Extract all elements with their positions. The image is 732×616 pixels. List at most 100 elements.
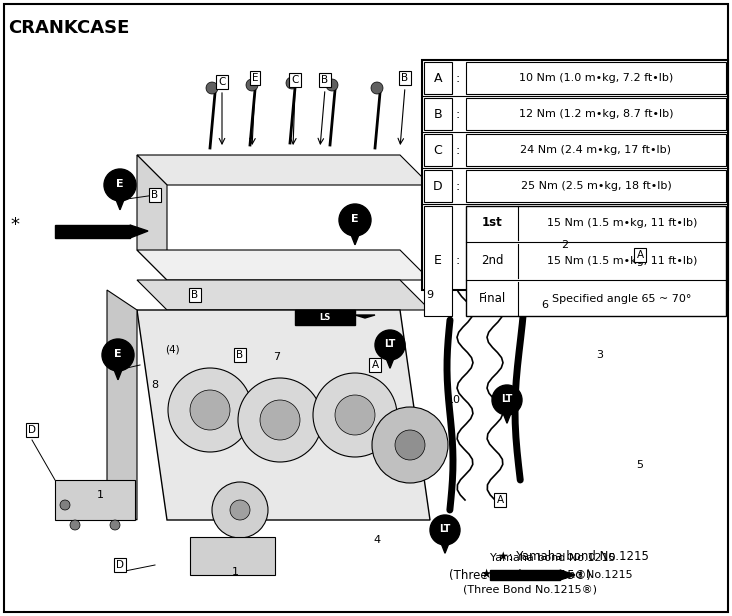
Text: 4: 4 (373, 535, 381, 545)
Text: 3: 3 (597, 350, 603, 360)
Bar (424, 62, 452, 94)
Text: B: B (401, 73, 408, 83)
Text: E: E (114, 349, 122, 359)
Text: B: B (321, 75, 329, 85)
Bar (466, 62, 726, 94)
Circle shape (339, 204, 371, 236)
Circle shape (372, 407, 448, 483)
Text: ★: Yamaha bond No.1215: ★: Yamaha bond No.1215 (498, 549, 649, 562)
Polygon shape (295, 310, 355, 325)
Polygon shape (498, 402, 515, 423)
Circle shape (335, 395, 375, 435)
Text: 2: 2 (561, 240, 569, 250)
Polygon shape (107, 290, 137, 520)
Text: :: : (456, 108, 460, 121)
Text: D: D (116, 560, 124, 570)
Text: (4): (4) (165, 345, 179, 355)
Circle shape (102, 339, 134, 371)
Circle shape (104, 169, 136, 201)
Text: ★:: ★: (480, 567, 496, 580)
Bar (466, 206, 726, 316)
Text: 7: 7 (274, 352, 280, 362)
Polygon shape (137, 250, 430, 280)
Text: B: B (152, 190, 159, 200)
Circle shape (230, 500, 250, 520)
Text: (Three Bond No.1215®): (Three Bond No.1215®) (463, 585, 597, 595)
Polygon shape (490, 570, 560, 580)
Text: Specified angle 65 ~ 70°: Specified angle 65 ~ 70° (553, 294, 692, 304)
Polygon shape (137, 280, 430, 310)
Text: E: E (252, 73, 258, 83)
Text: 8: 8 (152, 380, 159, 390)
Circle shape (286, 77, 298, 89)
Text: LT: LT (439, 524, 451, 534)
Text: 15 Nm (1.5 m•kg, 11 ft•lb): 15 Nm (1.5 m•kg, 11 ft•lb) (547, 218, 697, 228)
Text: LS: LS (319, 314, 331, 323)
Circle shape (110, 520, 120, 530)
Bar (190, 537, 275, 575)
Circle shape (212, 482, 268, 538)
Text: B: B (192, 290, 198, 300)
Text: A: A (636, 250, 643, 260)
Bar (424, 206, 452, 316)
Text: C: C (291, 75, 299, 85)
Polygon shape (130, 225, 148, 238)
Text: A: A (434, 71, 442, 84)
Text: 1: 1 (231, 567, 239, 577)
Polygon shape (437, 532, 453, 553)
Text: 10: 10 (447, 395, 461, 405)
Circle shape (375, 330, 405, 360)
Circle shape (395, 430, 425, 460)
Bar (466, 170, 726, 202)
Polygon shape (137, 155, 167, 280)
Polygon shape (355, 315, 375, 318)
Text: A: A (371, 360, 378, 370)
Polygon shape (109, 357, 127, 380)
Circle shape (70, 520, 80, 530)
Text: *: * (10, 216, 19, 234)
Text: E: E (351, 214, 359, 224)
Circle shape (371, 82, 383, 94)
Text: :: : (456, 179, 460, 192)
Text: (Three Bond No.1215®): (Three Bond No.1215®) (449, 569, 591, 582)
Text: 25 Nm (2.5 m•kg, 18 ft•lb): 25 Nm (2.5 m•kg, 18 ft•lb) (520, 181, 671, 191)
Bar (466, 134, 726, 166)
Text: B: B (236, 350, 244, 360)
Text: Yamaha bond No.1215: Yamaha bond No.1215 (490, 553, 616, 563)
Bar (424, 134, 452, 166)
Bar (422, 60, 728, 290)
Circle shape (430, 515, 460, 545)
Text: 15 Nm (1.5 m•kg, 11 ft•lb): 15 Nm (1.5 m•kg, 11 ft•lb) (547, 256, 697, 266)
Circle shape (492, 385, 522, 415)
Circle shape (168, 368, 252, 452)
Bar (424, 98, 452, 130)
Text: 6: 6 (542, 300, 548, 310)
Circle shape (60, 500, 70, 510)
Text: CRANKCASE: CRANKCASE (8, 19, 130, 37)
Polygon shape (560, 570, 575, 580)
Circle shape (260, 400, 300, 440)
Text: C: C (218, 77, 225, 87)
Text: C: C (433, 144, 442, 156)
Text: D: D (28, 425, 36, 435)
Bar (466, 98, 726, 130)
Polygon shape (137, 310, 430, 520)
Text: 12 Nm (1.2 m•kg, 8.7 ft•lb): 12 Nm (1.2 m•kg, 8.7 ft•lb) (519, 109, 673, 119)
Circle shape (326, 79, 338, 91)
Bar (55, 480, 135, 520)
Text: 9: 9 (427, 290, 433, 300)
Text: A: A (496, 495, 504, 505)
Text: Final: Final (479, 293, 506, 306)
Text: 2nd: 2nd (481, 254, 504, 267)
Polygon shape (111, 187, 129, 210)
Text: LT: LT (384, 339, 396, 349)
Text: 24 Nm (2.4 m•kg, 17 ft•lb): 24 Nm (2.4 m•kg, 17 ft•lb) (520, 145, 671, 155)
Text: :: : (456, 144, 460, 156)
Text: 1st: 1st (482, 216, 502, 230)
Text: ★: Yamaha bond No.1215: ★: Yamaha bond No.1215 (490, 570, 632, 580)
Text: E: E (116, 179, 124, 188)
Text: :: : (456, 254, 460, 267)
Circle shape (238, 378, 322, 462)
Circle shape (190, 390, 230, 430)
Text: 1: 1 (97, 490, 103, 500)
